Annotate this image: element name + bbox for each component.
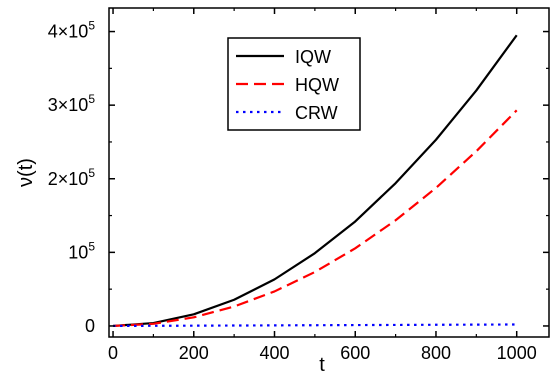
- legend-box: [227, 37, 361, 131]
- series-layer: [112, 34, 518, 328]
- x-tick-label: 1000: [497, 343, 537, 363]
- x-tick-label: 200: [179, 343, 209, 363]
- y-tick-label: 4×105: [48, 19, 96, 42]
- y-tick-label: 3×105: [48, 92, 96, 115]
- x-tick-label: 400: [259, 343, 289, 363]
- y-axis-label: ν(t): [15, 158, 37, 187]
- axes-layer: 0 200 400 600 800 1000 0 105 2×105 3×105 4×105: [48, 7, 550, 363]
- y-tick-label: 0: [85, 316, 95, 336]
- y-tick-label: 2×105: [48, 166, 96, 189]
- y-tick-label: 105: [68, 239, 95, 262]
- plot-frame: [108, 7, 550, 338]
- legend-label-iqw: IQW: [295, 47, 331, 67]
- legend: IQW HQW CRW: [227, 37, 361, 131]
- series-line-crw: [113, 323, 517, 328]
- x-axis-label: t: [319, 354, 325, 375]
- x-tick-label: 600: [340, 343, 370, 363]
- series-line-hqw: [112, 109, 518, 328]
- legend-label-crw: CRW: [295, 103, 338, 123]
- legend-label-hqw: HQW: [295, 75, 339, 95]
- series-line-iqw: [112, 34, 518, 328]
- x-tick-label: 800: [421, 343, 451, 363]
- x-tick-label: 0: [108, 343, 118, 363]
